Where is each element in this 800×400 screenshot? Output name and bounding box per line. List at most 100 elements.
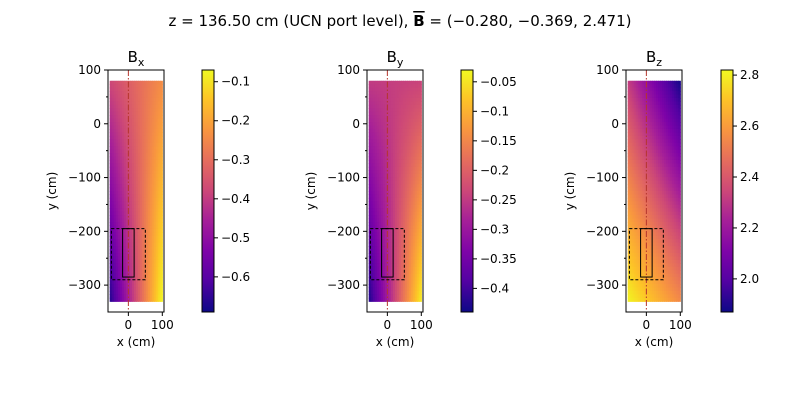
heatmap-cell [664,280,667,285]
heatmap-cell [656,284,659,289]
heatmap-cell [117,163,121,168]
heatmap-cell [415,139,418,144]
heatmap-cell [654,153,657,158]
heatmap-cell [136,101,139,106]
heatmap-cell [629,139,633,144]
heatmap-cell [639,125,643,130]
heatmap-cell [401,201,404,206]
heatmap-cell [156,194,159,199]
heatmap-cell [647,139,651,144]
heatmap-cell [133,225,137,230]
heatmap-cell [633,115,637,120]
heatmap-cell [380,246,384,251]
heatmap-cell [384,180,388,185]
heatmap-cell [152,228,155,233]
heatmap-cell [676,184,679,189]
heatmap-cell [136,132,139,137]
heatmap-cell [123,87,127,92]
heatmap-cell [138,104,141,109]
heatmap-cell [144,290,147,295]
heatmap-cell [382,235,386,240]
heatmap-cell [129,125,133,130]
heatmap-cell [674,242,677,247]
heatmap-cell [415,187,418,192]
heatmap-cell [658,249,661,254]
heatmap-cell [378,208,382,213]
heatmap-cell [651,208,655,213]
heatmap-cell [372,159,376,165]
heatmap-cell [419,170,422,175]
heatmap-cell [654,266,657,271]
heatmap-cell [138,173,141,178]
heatmap-cell [631,128,635,134]
heatmap-cell [384,197,388,202]
heatmap-cell [370,215,374,220]
heatmap-cell [403,232,406,237]
heatmap-cell [407,80,410,85]
heatmap-cell [658,246,661,251]
heatmap-cell [136,84,139,89]
heatmap-cell [388,191,392,196]
heatmap-cell [627,91,631,96]
heatmap-cell [129,156,133,161]
heatmap-cell [388,246,392,251]
heatmap-cell [144,180,147,185]
heatmap-cell [152,184,155,189]
heatmap-cell [150,211,153,216]
heatmap-cell [678,180,681,185]
heatmap-cell [419,297,422,302]
heatmap-cell [637,228,641,233]
heatmap-cell [654,253,657,258]
heatmap-cell [117,242,121,247]
heatmap-cell [627,191,631,196]
heatmap-cell [629,201,633,206]
heatmap-cell [148,256,151,261]
heatmap-cell [664,87,667,92]
heatmap-cell [413,228,416,233]
heatmap-cell [678,87,681,92]
heatmap-cell [660,80,663,85]
heatmap-cell [160,135,163,140]
heatmap-cell [384,259,388,264]
heatmap-cell [113,163,117,168]
heatmap-cell [117,97,121,103]
heatmap-cell [668,128,671,134]
heatmap-cell [409,235,412,240]
heatmap-cell [635,122,639,127]
heatmap-cell [148,87,151,92]
heatmap-cell [119,166,123,171]
heatmap-cell [138,197,141,202]
heatmap-cell [117,177,121,182]
heatmap-cell [633,187,637,192]
heatmap-cell [138,215,141,220]
heatmap-cell [382,266,386,271]
heatmap-cell [133,146,137,151]
heatmap-cell [395,197,398,202]
heatmap-cell [662,256,665,261]
heatmap-cell [113,146,117,151]
heatmap-cell [651,287,655,292]
heatmap-cell [649,166,653,171]
heatmap-cell [138,132,141,137]
heatmap-cell [136,173,139,178]
heatmap-cell [666,253,669,258]
heatmap-cell [388,277,392,282]
heatmap-cell [146,191,149,196]
heatmap-cell [372,132,376,137]
heatmap-cell [370,91,374,96]
heatmap-cell [109,142,113,147]
heatmap-cell [645,225,649,230]
heatmap-cell [643,111,647,116]
heatmap-cell [645,249,649,254]
heatmap-cell [649,287,653,292]
heatmap-cell [131,256,135,261]
heatmap-cell [676,259,679,264]
heatmap-cell [148,222,151,227]
heatmap-cell [637,80,641,85]
heatmap-cell [664,218,667,223]
heatmap-cell [641,232,645,237]
heatmap-cell [660,197,663,202]
heatmap-cell [386,204,390,209]
heatmap-cell [397,249,400,254]
heatmap-cell [656,94,659,99]
